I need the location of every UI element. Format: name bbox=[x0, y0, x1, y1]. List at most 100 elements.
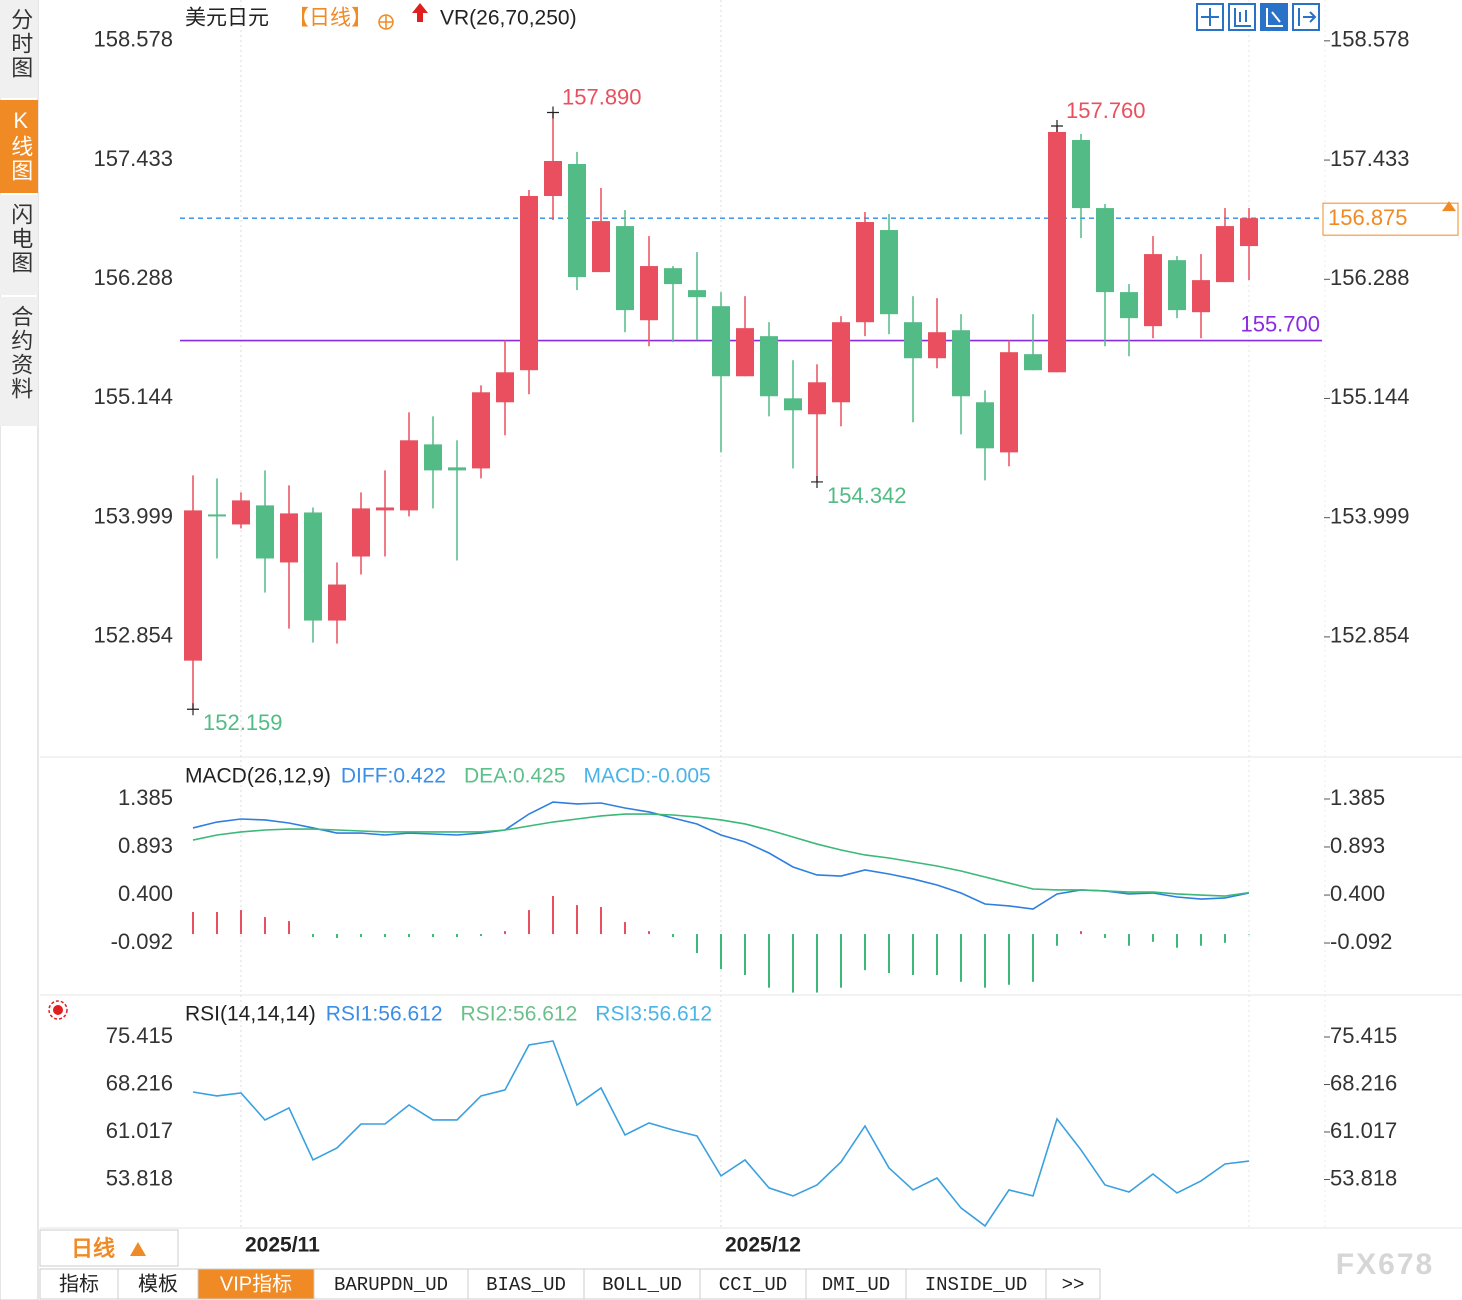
indicator-tab-label[interactable]: VIP指标 bbox=[220, 1272, 292, 1295]
macd-bar bbox=[360, 934, 362, 937]
macd-bar bbox=[408, 934, 410, 937]
macd-bar bbox=[288, 921, 290, 935]
indicator-tab[interactable] bbox=[583, 1268, 701, 1300]
y-tick-label-right: 61.017 bbox=[1330, 1118, 1397, 1143]
candle-body bbox=[1144, 254, 1162, 327]
y-tick-label-right: -0.092 bbox=[1330, 929, 1392, 954]
indicator-tab-label[interactable]: INSIDE_UD bbox=[925, 1274, 1028, 1296]
macd-bar bbox=[960, 934, 962, 982]
macd-bar bbox=[1080, 931, 1082, 935]
period-button[interactable] bbox=[39, 1229, 179, 1267]
macd-bar bbox=[1104, 934, 1106, 938]
legend-entry: RSI3:56.612 bbox=[595, 1003, 712, 1026]
candle-body bbox=[904, 322, 922, 359]
indicator-title[interactable]: MACD(26,12,9) bbox=[185, 765, 331, 788]
macd-bar bbox=[696, 934, 698, 954]
y-tick-label-right: 155.144 bbox=[1330, 384, 1410, 409]
y-tick-label: 68.216 bbox=[106, 1070, 173, 1095]
candle-body bbox=[616, 226, 634, 311]
settings-icon[interactable] bbox=[48, 1000, 68, 1020]
indicator-tab-label[interactable]: BARUPDN_UD bbox=[334, 1274, 448, 1296]
indicator-label[interactable]: VR(26,70,250) bbox=[440, 7, 577, 30]
indicator-tab-label[interactable]: BOLL_UD bbox=[602, 1274, 682, 1296]
y-tick-label: 53.818 bbox=[106, 1165, 173, 1190]
macd-bar bbox=[672, 934, 674, 937]
candle-body bbox=[520, 195, 538, 371]
candle-body bbox=[304, 512, 322, 621]
candle-body bbox=[952, 330, 970, 397]
macd-bar bbox=[312, 934, 314, 937]
macd-bar bbox=[1032, 934, 1034, 982]
price-arrow bbox=[1442, 201, 1456, 212]
period-label[interactable]: 【日线】 bbox=[288, 7, 372, 30]
sidebar-tab[interactable] bbox=[0, 100, 38, 193]
period-button-label[interactable]: 日线 bbox=[71, 1236, 115, 1261]
candle-body bbox=[568, 164, 586, 278]
macd-bar bbox=[192, 912, 194, 935]
candle-body bbox=[496, 372, 514, 403]
y-tick-label-right: 0.893 bbox=[1330, 833, 1385, 858]
candle-body bbox=[1048, 131, 1066, 373]
candle-body bbox=[1120, 292, 1138, 319]
candle-body bbox=[1192, 280, 1210, 313]
macd-bar bbox=[720, 934, 722, 970]
macd-bar bbox=[792, 934, 794, 993]
extreme-marker bbox=[187, 703, 199, 716]
macd-bar bbox=[1248, 934, 1250, 935]
indicator-tab-label[interactable]: DMI_UD bbox=[822, 1274, 890, 1296]
add-icon[interactable] bbox=[378, 14, 394, 30]
legend-entry: RSI2:56.612 bbox=[461, 1003, 578, 1026]
macd-bar bbox=[768, 934, 770, 988]
candle-body bbox=[1096, 208, 1114, 293]
macd-bar bbox=[576, 905, 578, 935]
sidebar-tab[interactable] bbox=[0, 297, 38, 426]
indicator-tab[interactable] bbox=[313, 1268, 469, 1300]
macd-bar bbox=[1056, 934, 1058, 946]
toolbar-icons bbox=[1196, 3, 1320, 31]
indicator-tab-label[interactable]: 指标 bbox=[59, 1272, 99, 1295]
indicator-tab[interactable] bbox=[117, 1268, 199, 1300]
candle-body bbox=[472, 392, 490, 469]
indicator-title[interactable]: RSI(14,14,14) bbox=[185, 1003, 316, 1026]
y-tick-label-right: 152.854 bbox=[1330, 623, 1410, 648]
indicator-tab[interactable] bbox=[197, 1268, 315, 1300]
y-tick-label-right: 75.415 bbox=[1330, 1023, 1397, 1048]
y-tick-label: 153.999 bbox=[93, 503, 173, 528]
legend-entry: DEA:0.425 bbox=[464, 765, 566, 788]
candle-body bbox=[400, 440, 418, 511]
indicator-tab-label[interactable]: BIAS_UD bbox=[486, 1274, 566, 1296]
macd-bar bbox=[456, 934, 458, 937]
sidebar-tab[interactable] bbox=[0, 195, 38, 295]
high-label: 157.890 bbox=[562, 84, 642, 109]
y-tick-label: 0.400 bbox=[118, 881, 173, 906]
x-tick-label: 2025/11 bbox=[245, 1234, 320, 1257]
macd-bar bbox=[384, 934, 386, 937]
candle-body bbox=[1024, 354, 1042, 371]
indicator-tab[interactable] bbox=[699, 1268, 807, 1300]
macd-bar bbox=[216, 912, 218, 935]
instrument-name: 美元日元 bbox=[185, 7, 269, 30]
sidebar-tab-label[interactable]: 分时图 bbox=[8, 8, 33, 80]
candle-body bbox=[664, 268, 682, 285]
indicator-tab[interactable] bbox=[905, 1268, 1047, 1300]
indicator-tab[interactable] bbox=[467, 1268, 585, 1300]
y-tick-label: 61.017 bbox=[106, 1118, 173, 1143]
candle-body bbox=[448, 467, 466, 471]
candle-body bbox=[544, 160, 562, 196]
tool-glyph bbox=[1234, 8, 1251, 27]
sidebar-tab[interactable] bbox=[0, 0, 38, 98]
y-tick-label-right: 53.818 bbox=[1330, 1165, 1397, 1190]
indicator-tab-label[interactable]: >> bbox=[1062, 1274, 1085, 1296]
sidebar-tab-label[interactable]: K线图 bbox=[8, 108, 33, 183]
y-tick-label-right: 158.578 bbox=[1330, 27, 1410, 52]
indicator-arrow-icon[interactable] bbox=[412, 3, 428, 22]
indicator-tab-label[interactable]: CCI_UD bbox=[719, 1274, 787, 1296]
indicator-tab[interactable] bbox=[39, 1268, 119, 1300]
sidebar-tab-label[interactable]: 合约资料 bbox=[8, 305, 33, 401]
candle-body bbox=[424, 444, 442, 471]
sidebar-tab-label[interactable]: 闪电图 bbox=[8, 203, 33, 275]
indicator-tabs: 指标 模板 VIP指标 BARUPDN_UD BIAS_UD BOLL_UD CCI_UD D… bbox=[39, 1268, 1101, 1300]
indicator-tab-label[interactable]: 模板 bbox=[138, 1272, 178, 1295]
indicator-tab[interactable] bbox=[1045, 1268, 1101, 1300]
indicator-line bbox=[192, 1040, 1250, 1228]
